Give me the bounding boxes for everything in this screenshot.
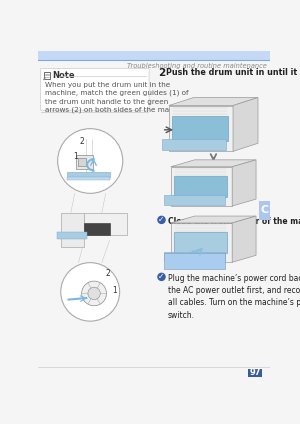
Polygon shape bbox=[232, 160, 256, 206]
Text: 1: 1 bbox=[112, 287, 117, 296]
Bar bbox=[44, 73, 50, 78]
Text: Push the drum unit in until it stops.: Push the drum unit in until it stops. bbox=[166, 68, 300, 77]
Bar bbox=[84, 212, 127, 235]
Bar bbox=[164, 251, 225, 261]
Polygon shape bbox=[169, 98, 258, 106]
Bar bbox=[76, 155, 93, 169]
Bar bbox=[174, 232, 227, 253]
Bar bbox=[171, 223, 232, 262]
Text: 97: 97 bbox=[250, 368, 261, 377]
Polygon shape bbox=[233, 98, 258, 151]
Text: Note: Note bbox=[52, 71, 75, 80]
Bar bbox=[164, 195, 225, 205]
Bar bbox=[162, 139, 226, 150]
Text: 2: 2 bbox=[106, 270, 110, 279]
Text: Plug the machine’s power cord back into
the AC power outlet first, and reconnect: Plug the machine’s power cord back into … bbox=[168, 274, 300, 320]
Polygon shape bbox=[232, 216, 256, 262]
Circle shape bbox=[61, 262, 120, 321]
Text: When you put the drum unit in the
machine, match the green guides (1) of
the dru: When you put the drum unit in the machin… bbox=[45, 82, 191, 114]
Bar bbox=[164, 253, 225, 269]
Text: C: C bbox=[260, 205, 268, 215]
Text: 2: 2 bbox=[79, 137, 84, 146]
Bar bbox=[67, 177, 110, 180]
Text: ✓: ✓ bbox=[158, 272, 165, 282]
Bar bbox=[171, 167, 232, 206]
Circle shape bbox=[157, 216, 166, 224]
Bar bbox=[169, 106, 233, 151]
FancyBboxPatch shape bbox=[40, 69, 149, 110]
Bar bbox=[67, 172, 110, 177]
Circle shape bbox=[157, 273, 166, 281]
Bar bbox=[61, 212, 84, 247]
Circle shape bbox=[88, 287, 100, 300]
Bar bbox=[172, 116, 228, 141]
Bar bbox=[78, 158, 86, 166]
Bar bbox=[38, 51, 270, 60]
Text: 2: 2 bbox=[158, 68, 166, 78]
Polygon shape bbox=[171, 160, 256, 167]
Circle shape bbox=[82, 281, 106, 306]
Bar bbox=[57, 232, 86, 239]
Text: 1: 1 bbox=[73, 153, 78, 162]
Bar bbox=[259, 201, 270, 220]
Circle shape bbox=[58, 128, 123, 193]
Text: Close the front cover of the machine.: Close the front cover of the machine. bbox=[168, 217, 300, 226]
Bar bbox=[84, 223, 110, 235]
Text: ✓: ✓ bbox=[158, 215, 165, 224]
Polygon shape bbox=[171, 216, 256, 223]
Bar bbox=[248, 369, 262, 377]
Text: Troubleshooting and routine maintenance: Troubleshooting and routine maintenance bbox=[127, 63, 267, 69]
Bar bbox=[174, 176, 227, 197]
